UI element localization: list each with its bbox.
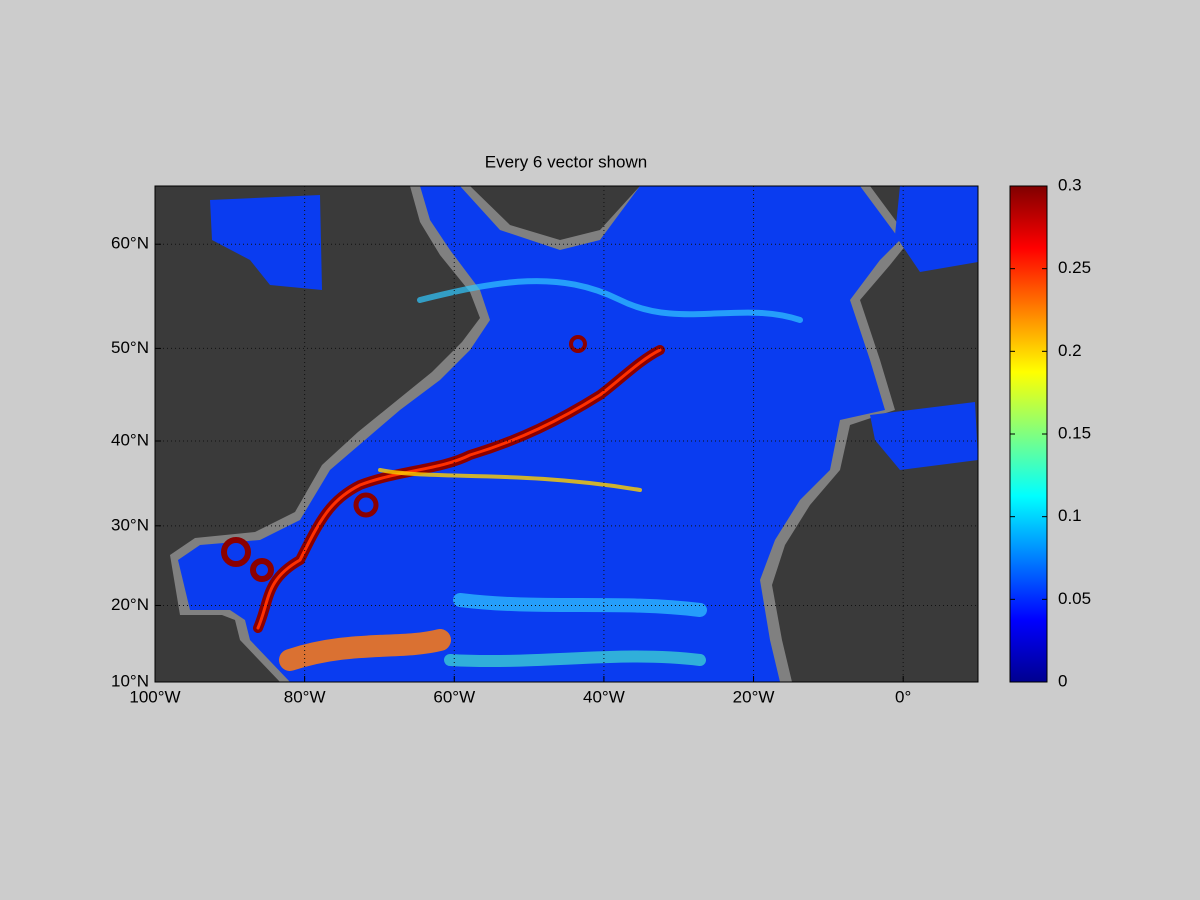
y-tick-label: 50°N [111,338,149,357]
x-tick-label: 80°W [284,687,326,706]
y-tick-label: 10°N [111,671,149,690]
colorbar-tick-label: 0.15 [1058,423,1091,442]
chart-title: Every 6 vector shown [485,152,648,171]
y-tick-label: 60°N [111,234,149,253]
colorbar-tick-label: 0.3 [1058,175,1082,194]
north-sea [895,186,978,272]
colorbar-tick-label: 0.1 [1058,506,1082,525]
x-tick-label: 100°W [129,687,180,706]
hudson-bay [210,195,322,290]
ocean [178,186,900,682]
axes-frame [154,185,979,683]
y-tick-label: 40°N [111,430,149,449]
colorbar-tick-label: 0 [1058,671,1067,690]
x-tick-label: 0° [895,687,911,706]
x-tick-label: 60°W [433,687,475,706]
x-tick-label: 40°W [583,687,625,706]
y-tick-label: 30°N [111,515,149,534]
colorbar [1009,185,1048,683]
colorbar-tick-label: 0.05 [1058,589,1091,608]
x-tick-label: 20°W [733,687,775,706]
mediterranean [870,402,978,470]
colorbar-tick-label: 0.25 [1058,258,1091,277]
y-tick-label: 20°N [111,595,149,614]
colorbar-tick-label: 0.2 [1058,341,1082,360]
map [155,186,978,682]
